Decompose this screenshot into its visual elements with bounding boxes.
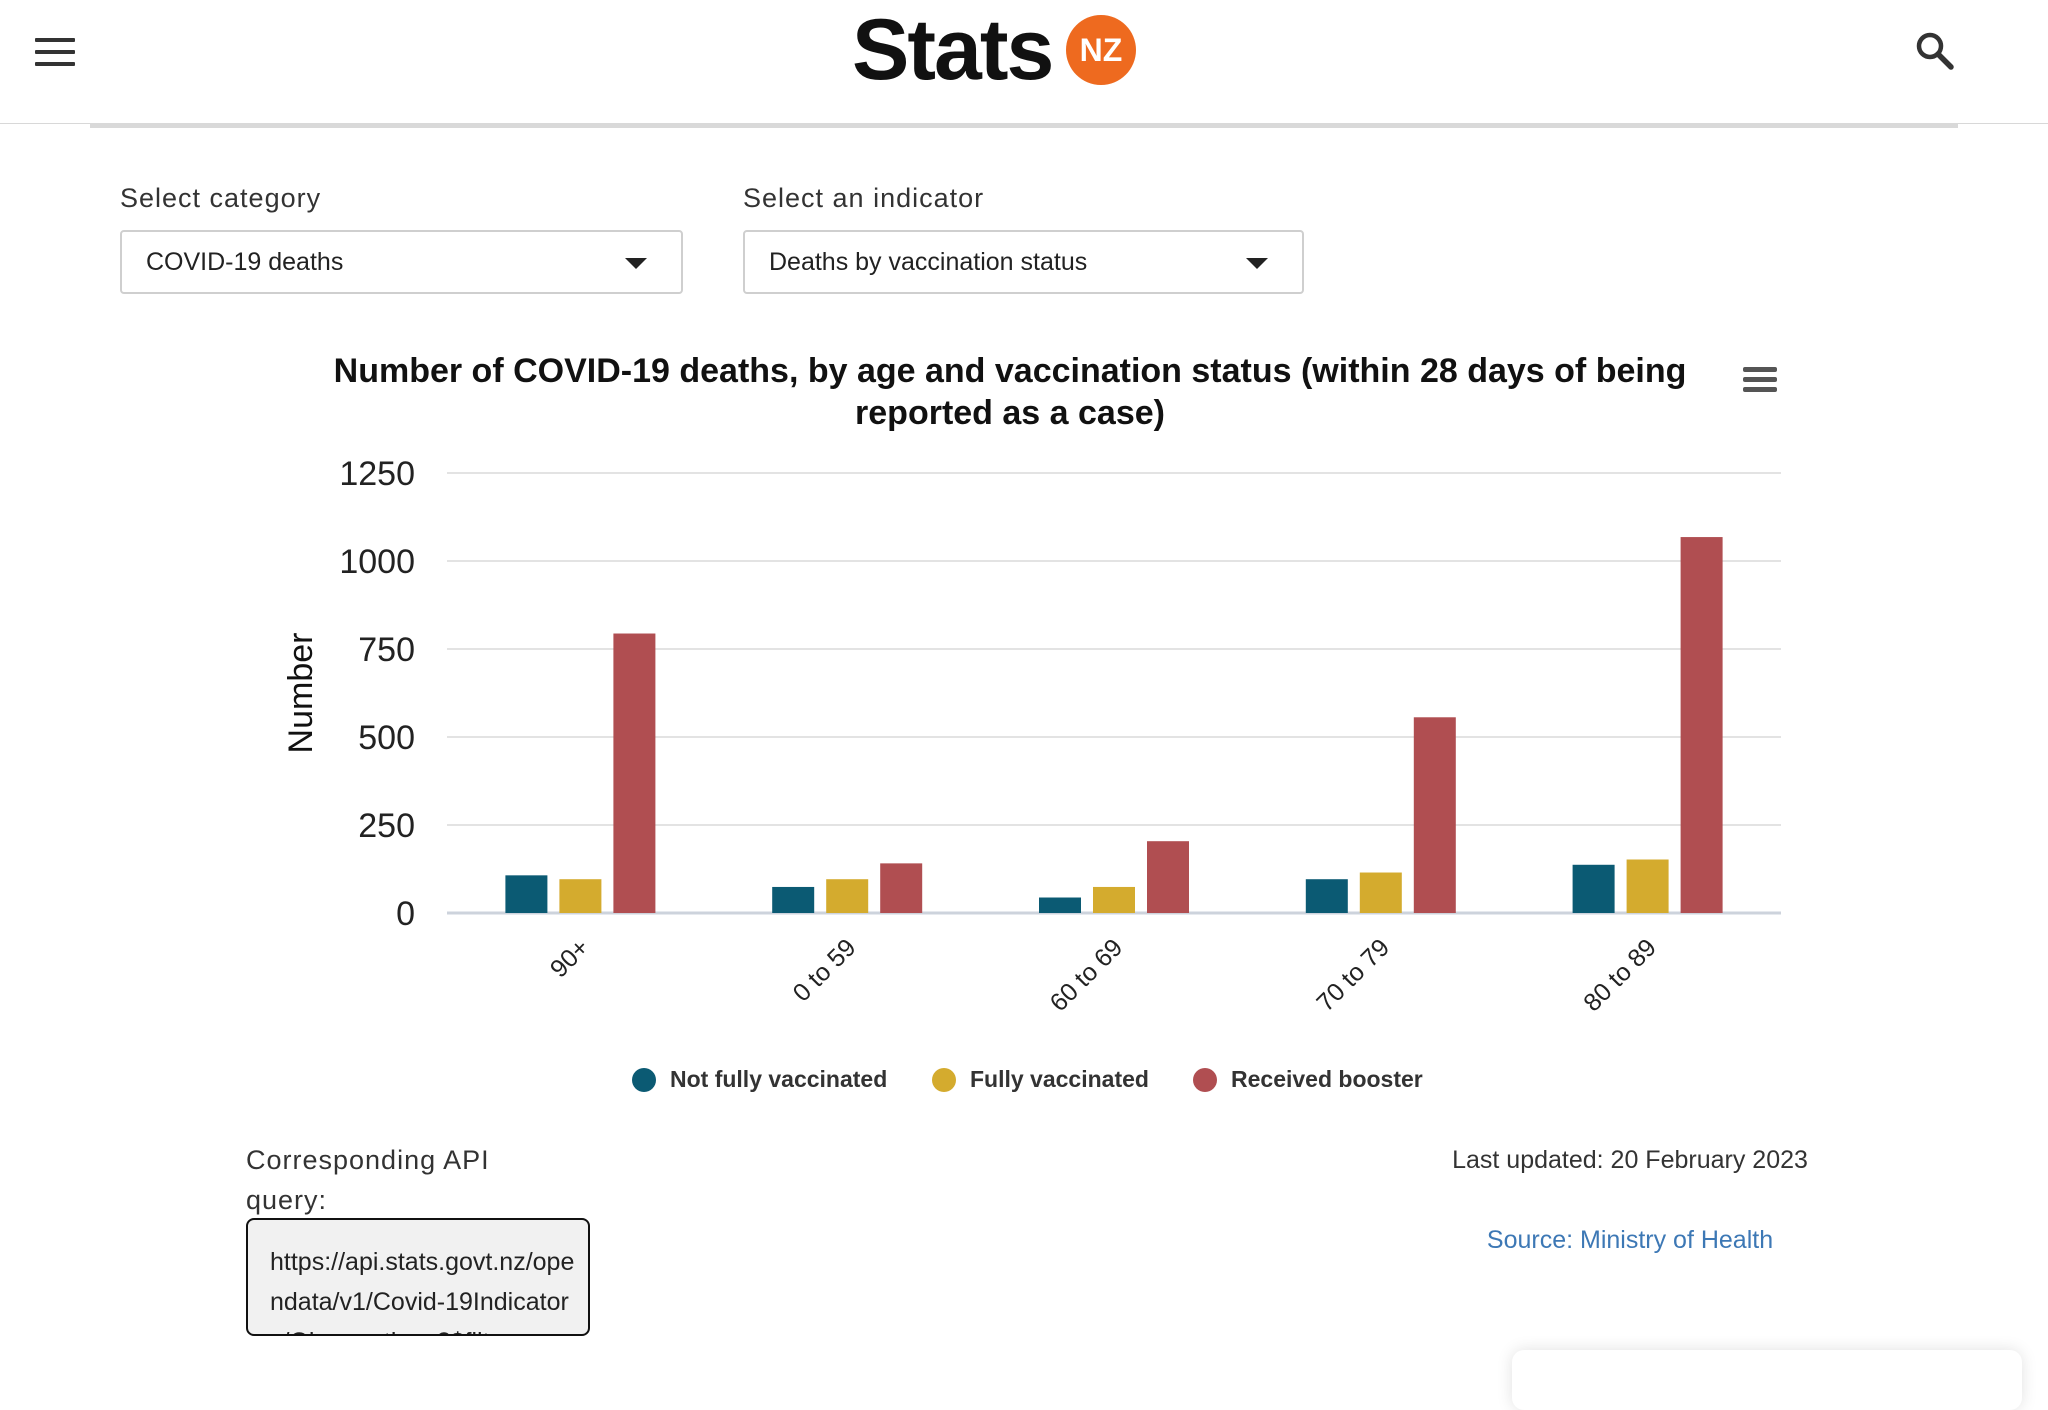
category-value: COVID-19 deaths bbox=[146, 248, 344, 276]
chevron-down-icon bbox=[625, 258, 647, 269]
legend-label: Received booster bbox=[1231, 1066, 1423, 1092]
x-tick-label: 0 to 59 bbox=[788, 933, 862, 1007]
legend-item[interactable]: Fully vaccinated bbox=[932, 1066, 1149, 1093]
hamburger-icon[interactable] bbox=[35, 38, 75, 74]
category-label: Select category bbox=[120, 183, 322, 213]
bar-received-booster bbox=[880, 863, 923, 913]
y-tick-label: 500 bbox=[358, 719, 415, 757]
y-tick-label: 1000 bbox=[339, 543, 415, 581]
chevron-down-icon bbox=[1246, 258, 1268, 269]
chart-legend: Not fully vaccinated Fully vaccinated Rece… bbox=[0, 1066, 2048, 1096]
bar-received-booster bbox=[1680, 537, 1723, 913]
api-query-box[interactable]: https://api.stats.govt.nz/opendata/v1/Co… bbox=[246, 1218, 590, 1336]
legend-label: Not fully vaccinated bbox=[670, 1066, 888, 1092]
legend-item[interactable]: Not fully vaccinated bbox=[632, 1066, 887, 1093]
y-tick-label: 750 bbox=[358, 631, 415, 669]
bar-not-fully-vaccinated bbox=[1572, 864, 1615, 913]
bar-fully-vaccinated bbox=[559, 879, 602, 913]
indicator-value: Deaths by vaccination status bbox=[769, 248, 1088, 276]
search-icon[interactable] bbox=[1914, 30, 1956, 72]
y-tick-label: 0 bbox=[396, 895, 415, 933]
logo[interactable]: Stats bbox=[852, 2, 1054, 98]
indicator-label: Select an indicator bbox=[743, 183, 985, 213]
chart-title: Number of COVID-19 deaths, by age and va… bbox=[333, 352, 1687, 432]
legend-item[interactable]: Received booster bbox=[1193, 1066, 1423, 1093]
x-tick-label: 60 to 69 bbox=[1045, 933, 1129, 1017]
bar-not-fully-vaccinated bbox=[505, 875, 548, 913]
legend-dot-icon bbox=[632, 1067, 656, 1092]
source-link[interactable]: Source: Ministry of Health bbox=[1486, 1226, 1774, 1254]
bar-received-booster bbox=[1413, 717, 1456, 913]
y-tick-label: 250 bbox=[358, 807, 415, 845]
chart-menu-icon[interactable] bbox=[1743, 367, 1777, 397]
x-tick-label: 90+ bbox=[545, 933, 595, 983]
bar-not-fully-vaccinated bbox=[1039, 897, 1081, 913]
last-updated: Last updated: 20 February 2023 bbox=[1452, 1146, 1808, 1174]
floating-card bbox=[1512, 1350, 2022, 1410]
bar-received-booster bbox=[1147, 841, 1189, 913]
category-select[interactable]: COVID-19 deaths bbox=[120, 230, 683, 294]
logo-badge: NZ bbox=[1066, 15, 1136, 85]
x-tick-label: 80 to 89 bbox=[1578, 933, 1662, 1017]
bar-fully-vaccinated bbox=[1359, 872, 1402, 913]
x-tick-label: 70 to 79 bbox=[1311, 933, 1395, 1017]
legend-dot-icon bbox=[1193, 1067, 1217, 1092]
legend-label: Fully vaccinated bbox=[970, 1066, 1149, 1092]
bar-fully-vaccinated bbox=[826, 879, 869, 913]
api-query-label: Corresponding API query: bbox=[246, 1145, 490, 1215]
bar-fully-vaccinated bbox=[1093, 886, 1135, 913]
bar-received-booster bbox=[613, 633, 656, 913]
y-axis-title: Number bbox=[282, 633, 320, 754]
bar-not-fully-vaccinated bbox=[1305, 879, 1348, 913]
bar-not-fully-vaccinated bbox=[772, 886, 815, 913]
y-tick-label: 1250 bbox=[339, 455, 415, 493]
divider bbox=[90, 123, 1958, 128]
bar-fully-vaccinated bbox=[1626, 859, 1669, 913]
bar-chart: 0 250 500 750 1000 1250 Number 90+ 0 to 59 60 to … bbox=[282, 455, 1781, 1017]
legend-dot-icon bbox=[932, 1067, 956, 1092]
indicator-select[interactable]: Deaths by vaccination status bbox=[743, 230, 1304, 294]
